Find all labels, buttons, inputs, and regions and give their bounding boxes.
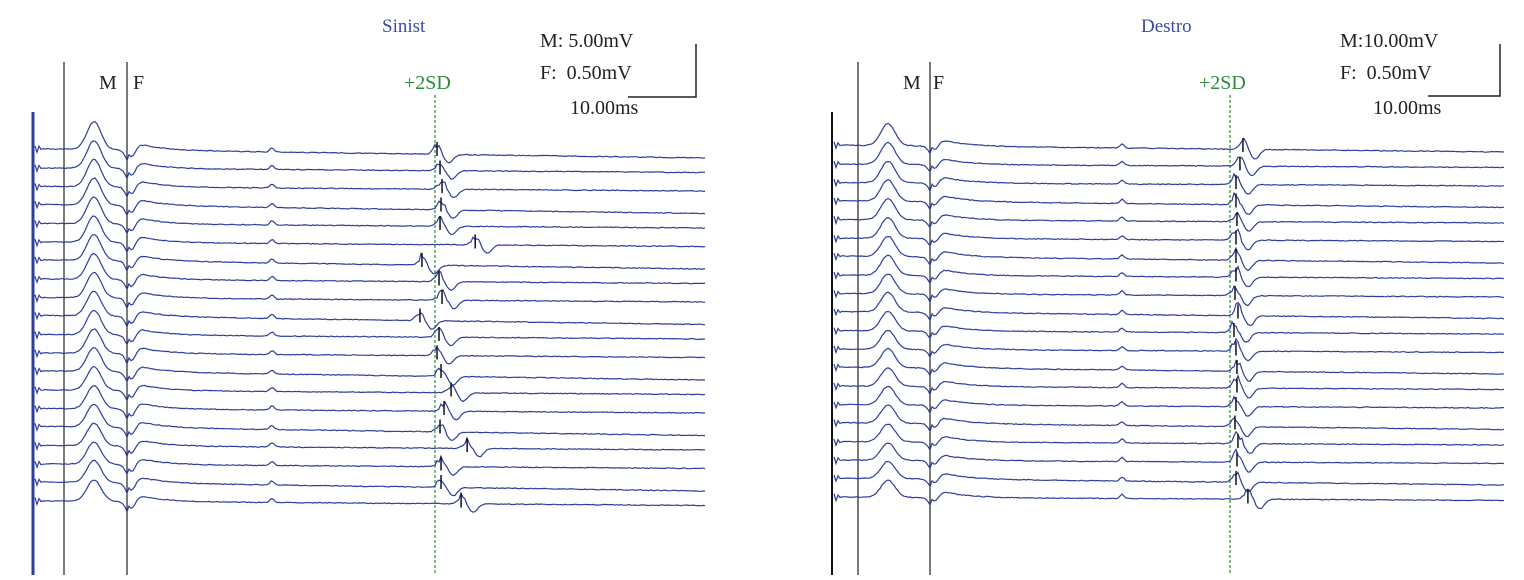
- trace-11: [833, 310, 1505, 343]
- trace-18: [833, 442, 1505, 473]
- trace-20: [833, 479, 1505, 510]
- scale-time-label-right: 10.00ms: [1373, 97, 1442, 119]
- trace-6: [34, 215, 706, 254]
- trace-plot-right: [831, 44, 1505, 575]
- scale-m-label-right: M:10.00mV: [1340, 30, 1439, 52]
- trace-2: [833, 141, 1505, 177]
- trace-17: [34, 422, 706, 458]
- trace-7: [833, 235, 1505, 272]
- trace-14: [34, 365, 706, 403]
- trace-9: [34, 271, 706, 310]
- trace-9: [833, 273, 1504, 307]
- trace-12: [833, 329, 1505, 362]
- chart-panel-right: Destro M:10.00mV F: 0.50mV 10.00ms +2SD …: [800, 0, 1524, 580]
- f-marker-label-right: F: [933, 72, 945, 94]
- trace-6: [833, 216, 1505, 251]
- trace-2: [34, 140, 706, 180]
- trace-14: [833, 367, 1505, 399]
- trace-plot-left: [31, 44, 706, 575]
- scale-f-label-right: F: 0.50mV: [1340, 62, 1432, 84]
- trace-1: [833, 122, 1505, 160]
- trace-13: [34, 347, 706, 386]
- scale-m-label-left: M: 5.00mV: [540, 30, 634, 52]
- trace-16: [34, 403, 706, 441]
- scale-bar: [628, 44, 697, 98]
- trace-19: [34, 459, 706, 497]
- trace-3: [833, 160, 1504, 195]
- trace-16: [833, 404, 1505, 438]
- scale-time-label-left: 10.00ms: [570, 97, 639, 119]
- trace-11: [34, 309, 706, 347]
- trace-5: [833, 197, 1505, 232]
- trace-15: [833, 385, 1505, 417]
- trace-10: [833, 291, 1505, 327]
- f-marker-label-left: F: [133, 72, 145, 94]
- trace-13: [833, 347, 1505, 382]
- m-marker-label-left: M: [99, 72, 117, 94]
- trace-17: [833, 423, 1505, 454]
- chart-panel-left: Sinist M: 5.00mV F: 0.50mV 10.00ms +2SD …: [0, 0, 740, 580]
- m-marker-label-right: M: [903, 72, 921, 94]
- trace-20: [34, 479, 706, 514]
- trace-7: [34, 234, 706, 275]
- scale-bar: [1428, 44, 1501, 97]
- sd-label-left: +2SD: [404, 72, 451, 94]
- chart-title-left: Sinist: [382, 16, 426, 37]
- trace-12: [34, 328, 706, 366]
- sd-label-right: +2SD: [1199, 72, 1246, 94]
- scale-f-label-left: F: 0.50mV: [540, 62, 632, 84]
- trace-10: [34, 290, 706, 330]
- trace-1: [34, 121, 706, 164]
- trace-3: [34, 158, 706, 199]
- trace-15: [34, 385, 706, 421]
- trace-18: [34, 441, 706, 477]
- chart-title-right: Destro: [1141, 16, 1192, 37]
- trace-8: [833, 254, 1505, 288]
- trace-5: [34, 196, 706, 236]
- trace-4: [34, 177, 706, 219]
- trace-19: [833, 460, 1505, 493]
- trace-4: [833, 179, 1504, 215]
- trace-8: [34, 252, 706, 291]
